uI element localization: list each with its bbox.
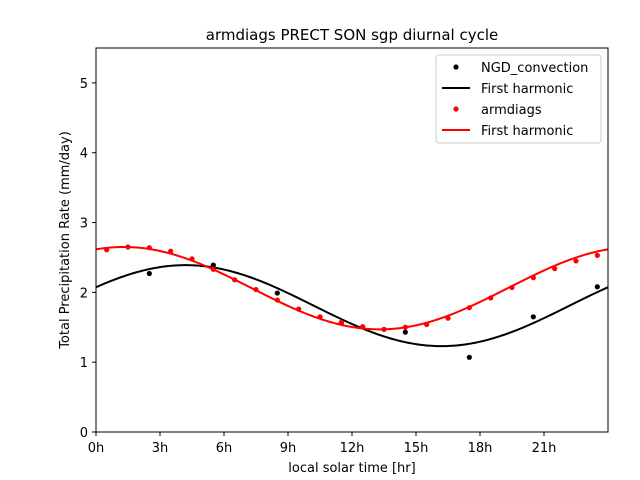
y-tick-label: 3 (80, 217, 88, 232)
legend-marker-swatch (453, 64, 459, 70)
x-axis-title: local solar time [hr] (288, 461, 415, 476)
legend-label: First harmonic (481, 124, 573, 139)
data-point-ngd-convection (402, 329, 408, 335)
x-tick-label: 18h (468, 441, 493, 456)
legend-marker-swatch (453, 106, 459, 112)
x-tick-label: 12h (340, 441, 365, 456)
data-point-ngd-convection (466, 354, 472, 360)
legend: NGD_convection First harmonic armdiags Firs… (435, 54, 602, 144)
y-tick-label: 0 (80, 426, 88, 441)
data-point-ngd-convection (594, 284, 600, 290)
x-tick-label: 0h (88, 441, 105, 456)
y-axis-title: Total Precipitation Rate (mm/day) (58, 131, 73, 350)
chart-title: armdiags PRECT SON sgp diurnal cycle (206, 26, 499, 44)
y-tick-label: 1 (80, 356, 88, 371)
x-tick-label: 3h (152, 441, 169, 456)
y-tick-label: 5 (80, 77, 88, 92)
data-point-ngd-convection (146, 270, 152, 277)
data-point-ngd-convection (530, 314, 536, 320)
series-line-ngd-harmonic (95, 264, 609, 348)
x-tick-label: 9h (280, 441, 297, 456)
legend-label: NGD_convection (481, 61, 588, 76)
data-point-ngd-convection (274, 290, 280, 296)
y-tick-label: 4 (80, 147, 88, 162)
axis-ticks: 0h 3h 6h 9h 12h 15h 18h 21h 0 1 2 3 4 5 (80, 77, 557, 456)
x-tick-label: 15h (404, 441, 429, 456)
data-point-armdiags (594, 252, 600, 258)
x-tick-label: 21h (532, 441, 557, 456)
legend-label: First harmonic (481, 82, 573, 97)
legend-label: armdiags (481, 103, 542, 118)
y-tick-label: 2 (80, 286, 88, 301)
legend-box (435, 54, 602, 144)
data-point-armdiags (573, 258, 579, 264)
plot-area (95, 244, 609, 360)
x-tick-label: 6h (216, 441, 233, 456)
series-line-armdiags-harmonic (95, 245, 609, 331)
